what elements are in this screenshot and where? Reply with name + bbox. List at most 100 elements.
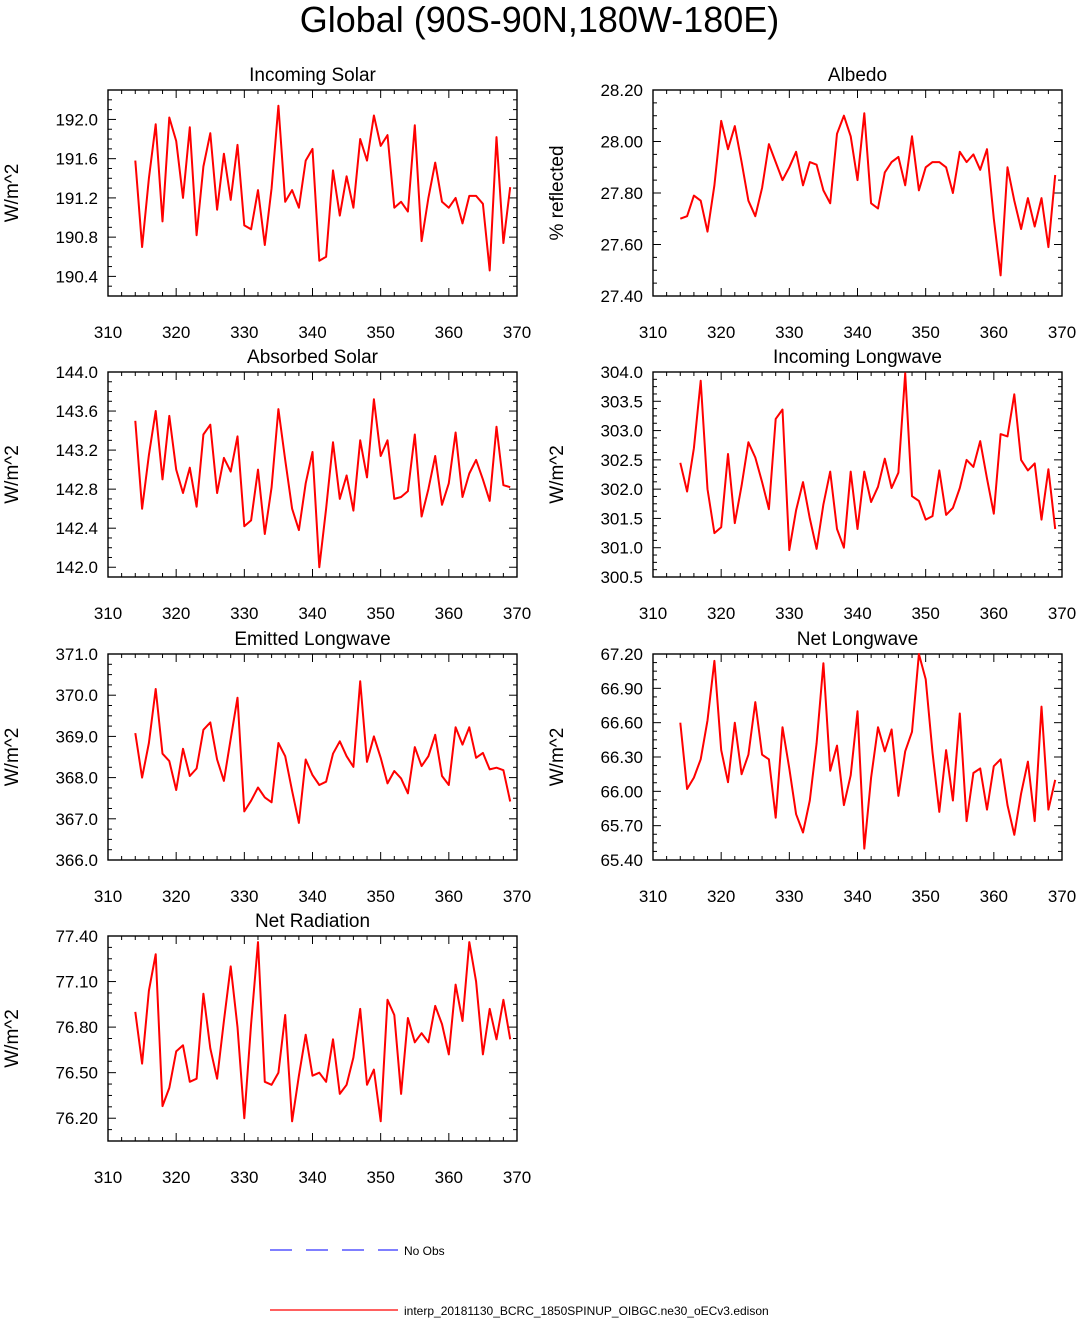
y-tick-label: 27.40: [600, 287, 643, 306]
x-tick-label: 370: [503, 604, 531, 623]
x-tick-label: 330: [775, 604, 803, 623]
x-tick-label: 350: [366, 604, 394, 623]
chart-panel-2: 310 320 330 340 350 360 370 27.40 27.60 27.80 28.0…: [547, 65, 1076, 342]
y-tick-label: 368.0: [55, 769, 98, 788]
y-tick-label: 27.80: [600, 184, 643, 203]
plot-frame: [652, 371, 1063, 578]
y-tick-label: 191.2: [55, 189, 98, 208]
y-tick-label: 301.0: [600, 539, 643, 558]
x-tick-label: 370: [503, 1168, 531, 1187]
y-tick-label: 66.60: [600, 714, 643, 733]
x-tick-label: 360: [980, 604, 1008, 623]
chart-title: Incoming Longwave: [773, 347, 942, 368]
y-tick-label: 77.40: [55, 927, 98, 946]
x-tick-label: 340: [298, 323, 326, 342]
x-tick-label: 320: [707, 604, 735, 623]
series-line: [679, 112, 1057, 277]
chart-title: Net Longwave: [797, 629, 918, 650]
plot-frame: [652, 653, 1063, 861]
x-tick-label: 320: [162, 604, 190, 623]
series-line: [679, 653, 1057, 850]
plot-frame: [107, 371, 518, 578]
x-tick-label: 360: [980, 887, 1008, 906]
x-tick-label: 370: [1048, 604, 1076, 623]
x-tick-label: 340: [843, 604, 871, 623]
y-axis-label: W/m^2: [2, 1009, 23, 1068]
y-tick-label: 366.0: [55, 851, 98, 870]
chart-panel-3: 310 320 330 340 350 360 370 142.0 142.4 142.8 143.…: [2, 347, 531, 623]
series-line: [134, 680, 512, 824]
y-tick-label: 303.0: [600, 422, 643, 441]
y-tick-label: 77.10: [55, 973, 98, 992]
y-tick-label: 143.2: [55, 441, 98, 460]
y-tick-label: 76.80: [55, 1018, 98, 1037]
y-tick-label: 76.50: [55, 1064, 98, 1083]
chart-title: Incoming Solar: [249, 65, 376, 86]
y-tick-label: 142.8: [55, 480, 98, 499]
y-tick-label: 76.20: [55, 1109, 98, 1128]
x-tick-label: 320: [707, 887, 735, 906]
y-tick-label: 191.6: [55, 150, 98, 169]
y-tick-label: 65.70: [600, 817, 643, 836]
y-tick-label: 303.5: [600, 392, 643, 411]
x-tick-label: 320: [162, 887, 190, 906]
x-tick-label: 340: [843, 323, 871, 342]
y-tick-label: 190.8: [55, 228, 98, 247]
legend-label-model: interp_20181130_BCRC_1850SPINUP_OIBGC.ne…: [404, 1304, 769, 1318]
x-tick-label: 370: [1048, 323, 1076, 342]
x-tick-label: 350: [366, 887, 394, 906]
y-tick-label: 302.0: [600, 480, 643, 499]
y-tick-label: 371.0: [55, 645, 98, 664]
x-tick-label: 310: [94, 604, 122, 623]
x-tick-label: 310: [94, 323, 122, 342]
x-tick-label: 310: [639, 887, 667, 906]
x-tick-label: 330: [775, 887, 803, 906]
chart-panel-6: 310 320 330 340 350 360 370 65.40 65.70 66.00 66.3…: [547, 629, 1076, 906]
y-tick-label: 190.4: [55, 267, 98, 286]
x-tick-label: 350: [911, 604, 939, 623]
chart-panel-7: 310 320 330 340 350 360 370 76.20 76.50 76.80 77.1…: [2, 911, 531, 1187]
x-tick-label: 330: [230, 604, 258, 623]
legend: No Obs interp_20181130_BCRC_1850SPINUP_OI…: [270, 1244, 769, 1318]
y-tick-label: 142.0: [55, 558, 98, 577]
y-tick-label: 144.0: [55, 363, 98, 382]
x-tick-label: 330: [230, 1168, 258, 1187]
x-tick-label: 350: [366, 1168, 394, 1187]
series-line: [134, 104, 512, 272]
x-tick-label: 310: [639, 323, 667, 342]
x-tick-label: 320: [162, 323, 190, 342]
x-tick-label: 350: [366, 323, 394, 342]
y-tick-label: 302.5: [600, 451, 643, 470]
y-tick-label: 66.00: [600, 782, 643, 801]
x-tick-label: 310: [94, 1168, 122, 1187]
y-tick-label: 142.4: [55, 519, 98, 538]
x-tick-label: 360: [435, 323, 463, 342]
chart-title: Albedo: [828, 65, 887, 86]
y-tick-label: 66.90: [600, 679, 643, 698]
x-tick-label: 340: [298, 604, 326, 623]
y-tick-label: 304.0: [600, 363, 643, 382]
legend-label-no-obs: No Obs: [404, 1244, 445, 1258]
x-tick-label: 360: [435, 887, 463, 906]
chart-panel-4: 310 320 330 340 350 360 370 300.5 301.0 301.5 302.…: [547, 347, 1076, 623]
chart-title: Emitted Longwave: [234, 629, 390, 650]
chart-title: Absorbed Solar: [247, 347, 379, 368]
series-line: [134, 941, 512, 1123]
x-tick-label: 360: [980, 323, 1008, 342]
chart-panel-1: 310 320 330 340 350 360 370 190.4 190.8 191.2 191.…: [2, 65, 531, 342]
y-tick-label: 28.20: [600, 81, 643, 100]
x-tick-label: 360: [435, 604, 463, 623]
plot-frame: [107, 653, 518, 861]
y-axis-label: W/m^2: [547, 728, 568, 787]
y-axis-label: % reflected: [547, 145, 568, 240]
y-tick-label: 370.0: [55, 686, 98, 705]
x-tick-label: 320: [162, 1168, 190, 1187]
x-tick-label: 330: [775, 323, 803, 342]
y-tick-label: 369.0: [55, 727, 98, 746]
y-tick-label: 66.30: [600, 748, 643, 767]
x-tick-label: 350: [911, 323, 939, 342]
y-tick-label: 65.40: [600, 851, 643, 870]
x-tick-label: 350: [911, 887, 939, 906]
figure-title: Global (90S-90N,180W-180E): [299, 0, 780, 40]
y-tick-label: 27.60: [600, 236, 643, 255]
